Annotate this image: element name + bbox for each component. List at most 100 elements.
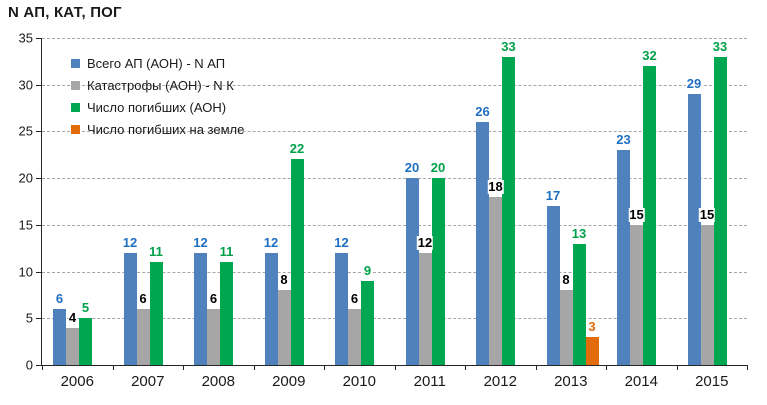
x-axis-category-label: 2006: [60, 373, 94, 390]
bar-катастрофы-(аон)---n-к: [559, 290, 573, 365]
bar-число-погибших-(аон): [713, 56, 727, 365]
bar-катастрофы-(аон)---n-к: [136, 308, 150, 365]
y-axis-tick-label: 35: [18, 30, 33, 46]
bar-value-label: 13: [570, 225, 588, 241]
gridline: [42, 131, 747, 133]
bar-value-label: 33: [711, 38, 729, 54]
gridline: [42, 84, 747, 86]
x-axis-tick: [535, 365, 537, 370]
y-axis-tick: [36, 38, 42, 39]
y-axis-tick: [36, 365, 42, 366]
bar-число-погибших-(аон): [643, 66, 656, 365]
x-axis-category-label: 2010: [342, 373, 376, 390]
bar-число-погибших-(аон): [502, 56, 515, 365]
x-axis-category-label: 2011: [413, 373, 446, 390]
bar-всего-ап-(аон)---n-ап: [405, 178, 419, 365]
x-axis-category-label: 2007: [131, 373, 165, 390]
bar-всего-ап-(аон)---n-ап: [264, 252, 278, 365]
x-axis-tick: [112, 365, 114, 370]
x-axis-tick: [747, 365, 748, 370]
y-axis-tick-label: 25: [18, 123, 33, 139]
x-axis-tick: [465, 365, 466, 370]
bar-value-label: 12: [192, 234, 209, 250]
gridline: [42, 271, 747, 273]
legend-swatch-icon: [71, 58, 80, 68]
bar-всего-ап-(аон)---n-ап: [335, 252, 348, 365]
bar-число-погибших-на-земле: [585, 336, 599, 365]
y-axis-tick-label: 5: [25, 310, 33, 326]
bar-value-label: 6: [54, 290, 65, 306]
bar-катастрофы-(аон)---n-к: [66, 327, 79, 365]
x-axis-tick: [183, 365, 184, 370]
y-axis-title: N АП, КАТ, ПОГ: [8, 4, 122, 21]
bar-value-label: 6: [138, 290, 148, 306]
bar-value-label: 18: [487, 178, 504, 194]
bar-value-label: 12: [262, 234, 280, 250]
x-axis-tick: [253, 365, 255, 370]
y-axis-tick: [36, 318, 42, 320]
bar-value-label: 12: [416, 234, 434, 250]
bar-value-label: 15: [628, 206, 645, 222]
bar-value-label: 8: [561, 272, 571, 288]
bar-число-погибших-(аон): [220, 262, 233, 365]
bar-катастрофы-(аон)---n-к: [630, 224, 643, 365]
plot-area: 0 5 10 15 20 25 30 35 2006 2007 2008 2009 2010 2011 20…: [19, 31, 748, 390]
bar-value-label: 29: [685, 76, 703, 92]
bar-число-погибших-(аон): [431, 178, 445, 365]
x-axis-tick: [42, 365, 43, 370]
legend-item: Всего АП (АОН) - N АП: [71, 52, 244, 74]
bar-число-погибших-(аон): [290, 159, 304, 365]
bar-value-label: 5: [80, 300, 91, 316]
bar-всего-ап-(аон)---n-ап: [194, 252, 207, 365]
gridline: [42, 224, 747, 226]
bar-value-label: 6: [208, 290, 219, 306]
legend-item: Число погибших (АОН): [71, 96, 244, 118]
bar-катастрофы-(аон)---n-к: [700, 224, 714, 365]
y-axis-tick-label: 10: [18, 264, 33, 280]
legend-item: Число погибших на земле: [71, 118, 244, 140]
bar-число-погибших-(аон): [79, 318, 92, 365]
bar-катастрофы-(аон)---n-к: [207, 308, 220, 365]
gridline: [42, 38, 747, 39]
bar-value-label: 17: [544, 188, 562, 204]
bar-value-label: 12: [121, 234, 139, 250]
bar-всего-ап-(аон)---n-ап: [687, 94, 701, 365]
gridline: [42, 318, 747, 320]
legend: Всего АП (АОН) - N АП Катастрофы (АОН) - …: [71, 52, 244, 140]
bar-value-label: 20: [429, 160, 447, 176]
bar-value-label: 3: [587, 318, 597, 334]
bar-value-label: 6: [349, 290, 360, 306]
bar-value-label: 23: [615, 132, 632, 148]
bar-value-label: 32: [641, 48, 658, 64]
bar-всего-ап-(аон)---n-ап: [53, 308, 66, 365]
bar-катастрофы-(аон)---n-к: [348, 308, 361, 365]
gridline: [42, 178, 747, 180]
bar-value-label: 15: [698, 206, 716, 222]
legend-item-label: Катастрофы (АОН) - N К: [87, 77, 234, 93]
legend-item-label: Число погибших (АОН): [87, 99, 227, 115]
bar-катастрофы-(аон)---n-к: [489, 196, 502, 365]
bar-value-label: 11: [148, 244, 164, 260]
legend-swatch-icon: [71, 80, 80, 90]
bar-катастрофы-(аон)---n-к: [418, 252, 432, 365]
y-axis-tick-label: 0: [25, 357, 33, 373]
y-axis-tick-label: 20: [18, 170, 33, 186]
y-axis-tick: [36, 131, 42, 133]
bar-value-label: 20: [403, 160, 421, 176]
x-axis-category-label: 2012: [483, 373, 517, 390]
x-axis-tick: [394, 365, 396, 370]
x-axis-tick: [676, 365, 678, 370]
bar-катастрофы-(аон)---n-к: [277, 290, 291, 365]
y-axis-tick-label: 30: [18, 77, 33, 93]
bar-value-label: 9: [362, 262, 373, 278]
x-axis-tick: [324, 365, 325, 370]
bar-число-погибших-(аон): [572, 243, 586, 365]
y-axis-tick: [36, 271, 42, 273]
bar-всего-ап-(аон)---n-ап: [476, 122, 489, 365]
legend-swatch-icon: [71, 102, 80, 112]
y-axis-tick: [36, 84, 42, 86]
bar-число-погибших-(аон): [361, 280, 374, 365]
y-axis-tick: [36, 224, 42, 226]
bar-value-label: 4: [67, 309, 78, 325]
